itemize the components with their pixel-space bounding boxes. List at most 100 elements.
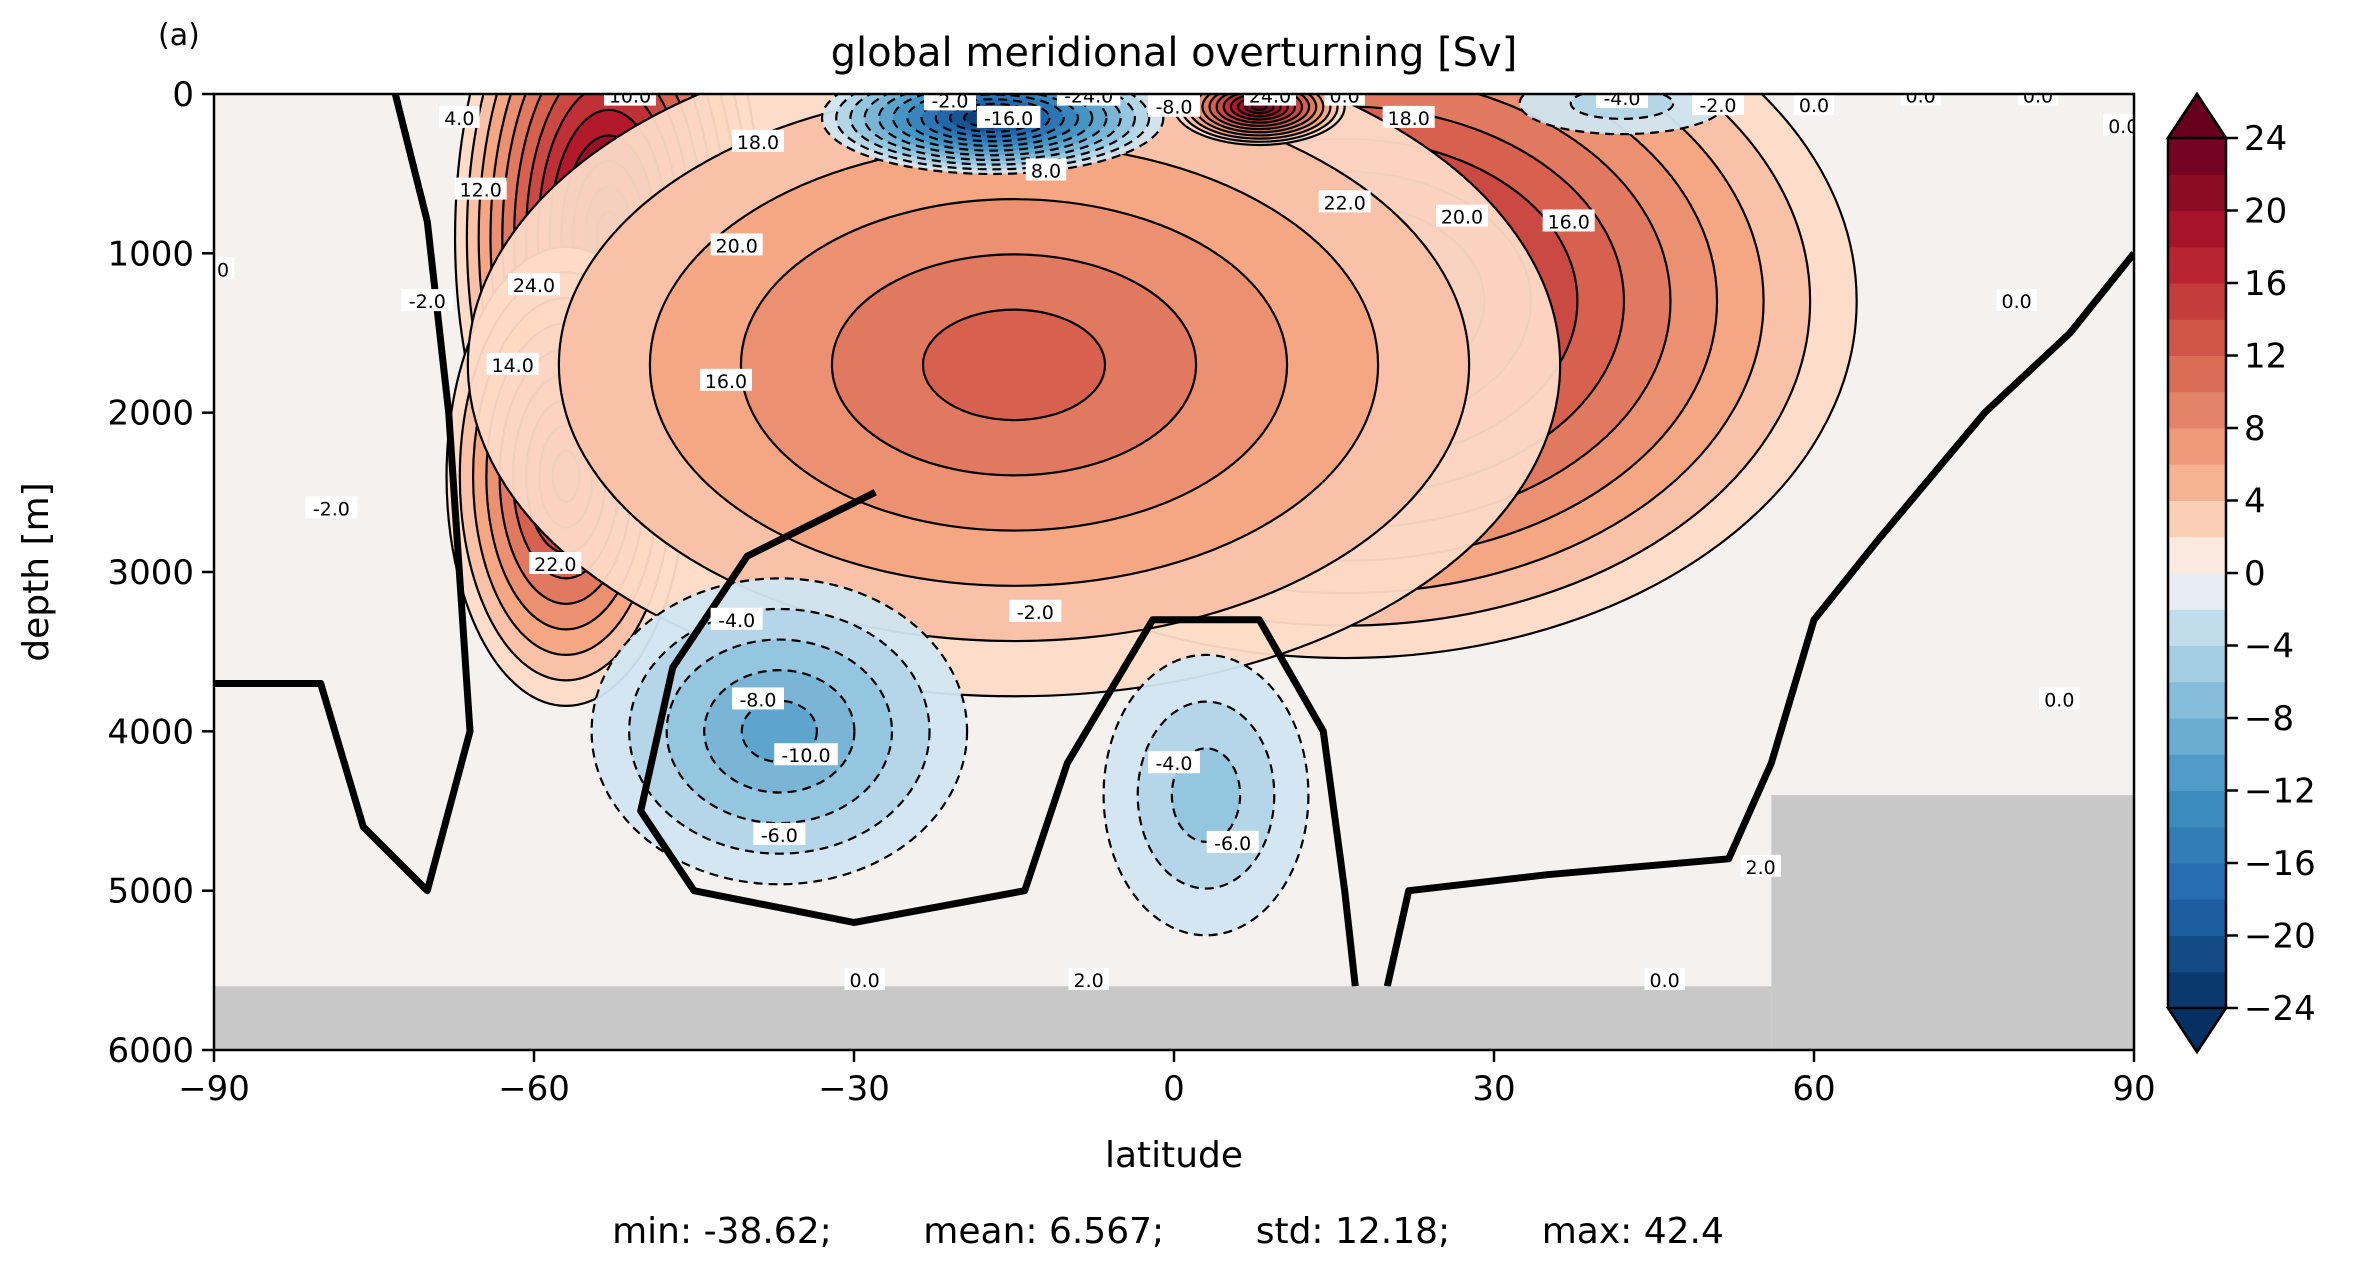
contour-label: -4.0 [1148, 751, 1200, 775]
colorbar-segment [2168, 174, 2226, 211]
colorbar-tick-label: 0 [2244, 554, 2266, 594]
colorbar-segment [2168, 645, 2226, 683]
colorbar-segment [2168, 428, 2226, 465]
colorbar: 24 20 16 12 8 4 0 −4 −8 −12 −16 −20 −24 [2165, 91, 2316, 1055]
x-tick-label: 60 [1792, 1069, 1835, 1109]
svg-text:0.0: 0.0 [2002, 291, 2032, 313]
colorbar-segment [2168, 138, 2226, 175]
svg-text:-16.0: -16.0 [984, 108, 1033, 130]
colorbar-tick-label: −8 [2244, 699, 2294, 739]
contour-label: 0.0 [199, 257, 235, 281]
x-axis: −90 −60 −30 0 30 60 90 [178, 1050, 2156, 1109]
y-tick-label: 4000 [107, 712, 194, 752]
colorbar-segment [2168, 718, 2226, 755]
contour-label: 0.0 [1996, 289, 2037, 313]
svg-text:0.0: 0.0 [199, 259, 229, 281]
svg-text:-2.0: -2.0 [313, 498, 350, 520]
contour-label: 0.0 [1644, 967, 1685, 992]
panel-label: (a) [158, 18, 200, 53]
contour-label: 24.0 [1244, 86, 1296, 108]
svg-text:-2.0: -2.0 [1699, 95, 1736, 117]
colorbar-segment [2168, 391, 2226, 429]
chart-title: global meridional overturning [Sv] [831, 30, 1518, 76]
x-tick-label: 30 [1472, 1069, 1515, 1109]
stats-line: min: -38.62; mean: 6.567; std: 12.18; ma… [612, 1211, 1724, 1252]
svg-text:-24.0: -24.0 [1064, 86, 1113, 108]
contour-label: 16.0 [700, 368, 752, 393]
contour-label: -2.0 [924, 94, 976, 112]
colorbar-segment [2168, 210, 2226, 248]
contour-label: -4.0 [710, 607, 763, 632]
contour-label: 0.0 [1324, 94, 1365, 108]
y-axis-label: depth [m] [16, 482, 57, 661]
svg-text:22.0: 22.0 [1324, 192, 1366, 214]
svg-text:4.0: 4.0 [444, 108, 474, 130]
x-tick-label: 0 [1163, 1069, 1185, 1109]
contour-label: -6.0 [753, 822, 806, 847]
contour-label: 0.0 [2017, 86, 2059, 108]
contour-label: 4.0 [439, 105, 480, 130]
zero-contour-1 [637, 489, 1359, 987]
svg-text:2.0: 2.0 [1074, 970, 1104, 992]
svg-text:20.0: 20.0 [1441, 207, 1483, 229]
svg-text:-8.0: -8.0 [1155, 97, 1192, 119]
colorbar-segment [2168, 573, 2226, 610]
svg-text:0.0: 0.0 [1650, 970, 1680, 992]
contour-label: 20.0 [1436, 204, 1488, 229]
svg-text:0.0: 0.0 [2108, 116, 2138, 138]
contour-label: 8.0 [1025, 158, 1067, 182]
land-mask-0 [214, 986, 1772, 1050]
contour-label: 18.0 [1382, 105, 1435, 130]
colorbar-tick-label: −24 [2244, 989, 2316, 1029]
svg-text:0.0: 0.0 [2023, 86, 2053, 108]
colorbar-segment [2168, 609, 2226, 646]
svg-text:10.0: 10.0 [609, 86, 651, 108]
svg-text:22.0: 22.0 [534, 554, 576, 576]
contour-label: 2.0 [1068, 967, 1109, 992]
contour-label: 0.0 [2103, 113, 2138, 138]
svg-text:-2.0: -2.0 [409, 291, 446, 313]
contour-label: 0.0 [1793, 94, 1835, 117]
contour-label: -2.0 [401, 289, 454, 313]
contour-label: -2.0 [1009, 599, 1062, 624]
svg-text:-8.0: -8.0 [739, 689, 776, 711]
contour-label: 10.0 [604, 86, 656, 108]
svg-text:16.0: 16.0 [705, 371, 747, 393]
svg-text:0.0: 0.0 [2044, 689, 2074, 711]
svg-text:0.0: 0.0 [850, 970, 880, 992]
y-tick-label: 2000 [107, 394, 194, 434]
contour-label: 0.0 [844, 967, 885, 992]
contour-label: 12.0 [454, 177, 507, 202]
svg-text:14.0: 14.0 [492, 355, 534, 377]
colorbar-segment [2168, 355, 2226, 393]
x-tick-label: −30 [818, 1069, 890, 1109]
colorbar-tick-label: −20 [2244, 917, 2316, 957]
y-tick-label: 5000 [107, 872, 194, 912]
bottom-topography [214, 795, 2134, 1050]
colorbar-tick-label: 24 [2244, 119, 2287, 159]
svg-text:18.0: 18.0 [1388, 108, 1430, 130]
colorbar-extend-bottom [2165, 1006, 2229, 1055]
colorbar-tick-label: −16 [2244, 844, 2316, 884]
svg-text:-10.0: -10.0 [781, 745, 830, 767]
svg-text:24.0: 24.0 [1249, 86, 1291, 108]
contour-label: 0.0 [2039, 687, 2080, 711]
colorbar-tick-label: 16 [2244, 264, 2287, 304]
y-tick-label: 3000 [107, 553, 194, 593]
x-axis-label: latitude [1105, 1135, 1243, 1176]
contour-label: -2.0 [1692, 94, 1744, 117]
colorbar-segment [2168, 754, 2226, 791]
y-tick-label: 1000 [107, 234, 194, 274]
colorbar-tick-label: 20 [2244, 192, 2287, 232]
zero-contour-lines [214, 94, 2134, 988]
contour-label: -16.0 [976, 105, 1041, 130]
y-tick-label: 0 [172, 75, 194, 115]
colorbar-segment [2168, 464, 2226, 501]
contour-level [921, 308, 1107, 422]
plot-area: 4.010.012.024.014.018.020.016.022.0-2.0-… [199, 86, 2138, 1050]
colorbar-segment [2168, 500, 2226, 538]
svg-text:-2.0: -2.0 [1017, 602, 1054, 624]
colorbar-segment [2168, 283, 2226, 320]
colorbar-segment [2168, 971, 2226, 1009]
